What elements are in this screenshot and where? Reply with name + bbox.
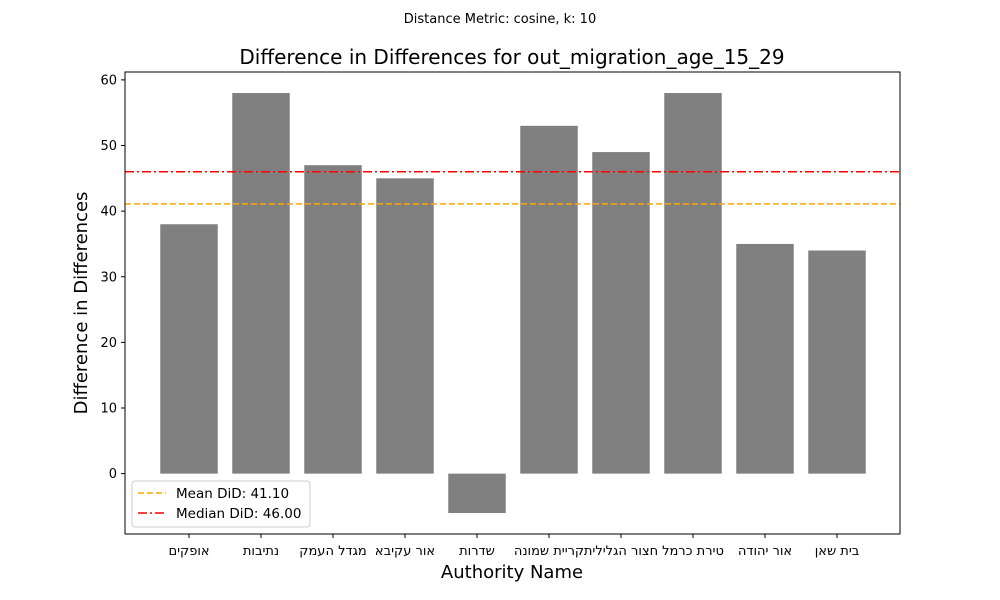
legend-box: [131, 480, 311, 528]
x-tick-label-1: נתיבות: [243, 544, 279, 559]
plot-frame: [124, 71, 901, 535]
x-axis: אופקים נתיבות מגדל העמק אור עקיבא שדרות קריית…: [168, 534, 859, 559]
x-tick-label-8: אור יהודה: [738, 544, 792, 559]
bar-3: [376, 178, 434, 474]
y-tick-label-20: 20: [100, 336, 117, 351]
legend: Mean DiD: 41.10 Median DiD: 46.00: [131, 480, 311, 528]
legend-median-label: Median DiD: 46.00: [176, 506, 301, 522]
bar-9: [808, 250, 866, 474]
legend-mean-label: Mean DiD: 41.10: [176, 486, 289, 502]
y-tick-label-30: 30: [100, 270, 117, 285]
bar-0: [160, 224, 218, 474]
y-tick-label-60: 60: [100, 73, 117, 88]
x-tick-label-0: אופקים: [168, 544, 209, 559]
y-tick-label-0: 0: [109, 467, 117, 482]
bars-group: [160, 93, 866, 514]
suptitle: Distance Metric: cosine, k: 10: [404, 12, 596, 27]
y-tick-label-50: 50: [100, 139, 117, 154]
bar-7: [664, 93, 722, 474]
x-tick-label-4: שדרות: [459, 544, 495, 559]
bar-4: [448, 473, 506, 514]
y-tick-label-10: 10: [100, 402, 117, 417]
bar-1: [232, 93, 290, 474]
bar-6: [592, 152, 650, 474]
bar-5: [520, 125, 578, 474]
reference-lines-group: [125, 171, 900, 205]
bar-2: [304, 165, 362, 474]
y-axis-label: Difference in Differences: [71, 192, 92, 415]
x-tick-label-7: טירת כרמל: [662, 544, 724, 559]
x-tick-label-2: מגדל העמק: [299, 544, 367, 559]
y-tick-label-40: 40: [100, 205, 117, 220]
x-tick-label-3: אור עקיבא: [375, 544, 435, 559]
x-tick-label-6: חצור הגלילית: [584, 544, 658, 559]
bar-8: [736, 243, 794, 474]
x-axis-label: Authority Name: [441, 562, 583, 583]
chart-title: Difference in Differences for out_migrat…: [239, 45, 784, 69]
x-tick-label-5: קריית שמונה: [514, 544, 584, 559]
y-axis: 0 10 20 30 40 50 60: [100, 73, 125, 482]
x-tick-label-9: בית שאן: [815, 544, 860, 559]
